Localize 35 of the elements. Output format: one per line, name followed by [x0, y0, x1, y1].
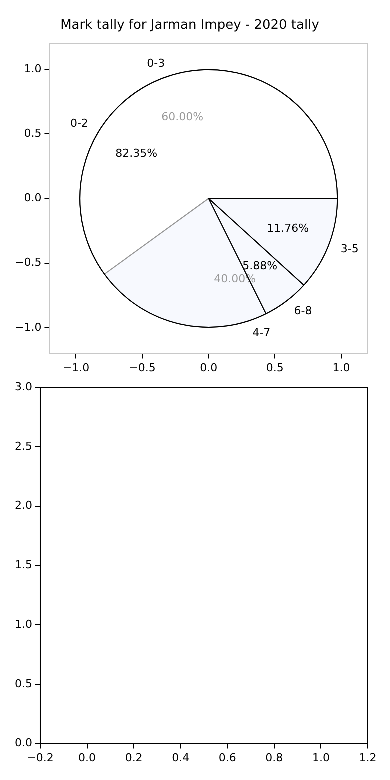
y-tick-label: 1.5 [14, 558, 32, 572]
data-label: 5.88% [242, 259, 278, 272]
x-tick-label: 1.0 [312, 751, 330, 764]
x-tick-label: 0.0 [78, 751, 96, 764]
x-tick-label: 0.5 [266, 361, 284, 374]
x-tick-label: 0.0 [200, 361, 218, 374]
slice-label: 0-3 [147, 56, 166, 70]
y-tick-label: 1.0 [24, 62, 42, 76]
x-tick-label: 0.6 [218, 751, 236, 764]
x-tick-label: −1.0 [62, 361, 90, 374]
y-tick-label: 0.0 [24, 192, 42, 205]
y-tick-label: −1.0 [14, 320, 42, 334]
slice-label: 4-7 [252, 326, 271, 340]
x-tick-label: −0.5 [129, 361, 156, 374]
y-tick-label: 2.0 [14, 499, 32, 512]
chart-title: Mark tally for Jarman Impey - 2020 tally [60, 18, 320, 34]
y-tick-label: 0.5 [14, 677, 32, 690]
x-tick-label: 1.2 [359, 751, 377, 764]
y-tick-label: 0.5 [24, 126, 42, 140]
x-tick-label: 1.0 [332, 361, 350, 374]
y-tick-label: −0.5 [14, 256, 42, 270]
slice-label: 0-2 [70, 117, 88, 130]
data-label: 82.35% [116, 146, 158, 160]
y-tick-label: 1.0 [14, 618, 32, 631]
data-label: 60.00% [162, 110, 204, 124]
data-label: 11.76% [267, 222, 310, 236]
y-tick-label: 3.0 [14, 380, 32, 394]
y-tick-label: 0.0 [14, 736, 32, 750]
y-tick-label: 2.5 [14, 440, 32, 453]
slice-label: 6-8 [294, 304, 312, 318]
x-tick-label: 0.8 [266, 751, 284, 764]
slice-label: 3-5 [340, 242, 359, 256]
x-tick-label: 0.2 [125, 751, 143, 764]
x-tick-label: −0.2 [27, 751, 54, 764]
x-tick-label: 0.4 [172, 751, 190, 764]
